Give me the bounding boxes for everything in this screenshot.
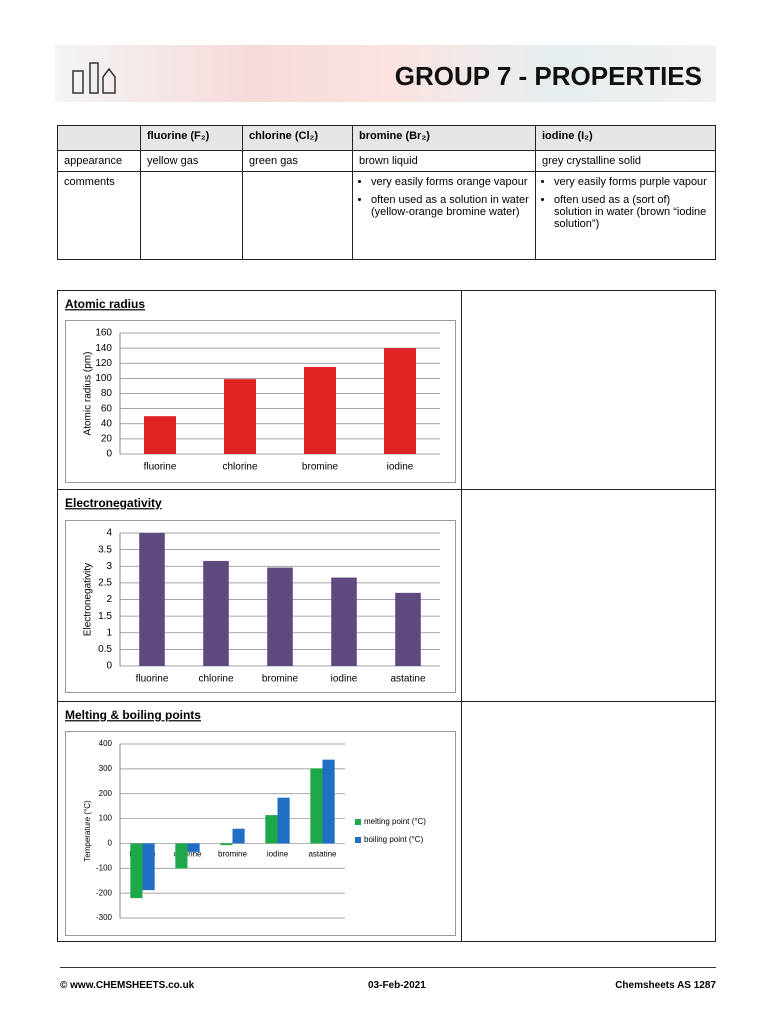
- bar: [384, 348, 416, 454]
- chart-title: Melting & boiling points: [65, 708, 201, 722]
- footer-center: 03-Feb-2021: [368, 980, 426, 991]
- chart-title: Electronegativity: [65, 496, 162, 510]
- bar: [304, 367, 336, 454]
- bar: [142, 843, 155, 891]
- bullet: very easily forms purple vapour: [554, 176, 709, 188]
- legend-swatch: [355, 837, 361, 843]
- y-tick-label: 200: [99, 789, 113, 798]
- y-tick-label: 1.5: [98, 611, 112, 622]
- column-header: bromine (Br₂): [352, 125, 536, 151]
- bar: [130, 843, 143, 899]
- x-tick-label: fluorine: [144, 462, 177, 473]
- chart-box: [65, 520, 456, 693]
- y-tick-label: 20: [101, 434, 113, 445]
- legend-label: boiling point (°C): [364, 835, 424, 844]
- bar: [395, 592, 421, 666]
- chart-box: [65, 320, 456, 483]
- x-tick-label: iodine: [387, 462, 414, 473]
- x-tick-label: bromine: [302, 462, 339, 473]
- cell: yellow gas: [140, 150, 243, 172]
- cell: brown liquid: [352, 150, 536, 172]
- y-tick-label: 40: [101, 418, 113, 429]
- bar: [224, 379, 256, 454]
- x-tick-label: bromine: [262, 674, 299, 685]
- y-tick-label: 160: [95, 328, 112, 339]
- y-tick-label: 0: [106, 449, 112, 460]
- cell: green gas: [242, 150, 353, 172]
- x-tick-label: chlorine: [198, 674, 233, 685]
- bar: [232, 828, 245, 844]
- x-tick-label: chlorine: [173, 850, 202, 859]
- properties-table: fluorine (F₂) chlorine (Cl₂) bromine (Br…: [57, 125, 716, 260]
- x-tick-label: fluorine: [136, 674, 169, 685]
- bullet: often used as a solution in water (yello…: [371, 194, 529, 218]
- y-tick-label: 100: [95, 373, 112, 384]
- footer-left: © www.CHEMSHEETS.co.uk: [60, 980, 195, 991]
- y-tick-label: 2: [106, 594, 112, 605]
- y-tick-label: -100: [96, 863, 113, 872]
- y-tick-label: 100: [99, 814, 113, 823]
- bar: [322, 759, 335, 844]
- x-tick-label: chlorine: [222, 462, 257, 473]
- chart-title: Atomic radius: [65, 297, 145, 311]
- y-tick-label: 2.5: [98, 578, 112, 589]
- y-tick-label: 4: [106, 528, 112, 539]
- y-tick-label: 0: [108, 839, 113, 848]
- bar: [187, 843, 200, 852]
- chart-box: [65, 731, 456, 936]
- chart-frame: [57, 290, 716, 942]
- y-tick-label: 0.5: [98, 644, 112, 655]
- x-tick-label: iodine: [267, 850, 289, 859]
- bar: [331, 577, 357, 666]
- y-tick-label: 3: [106, 561, 112, 572]
- y-tick-label: 120: [95, 358, 112, 369]
- y-axis-label: Electronegativity: [83, 563, 94, 636]
- bar: [175, 843, 188, 869]
- y-axis-label: Temperature (°C): [83, 800, 92, 862]
- bar: [265, 815, 278, 844]
- column-header: chlorine (Cl₂): [242, 125, 353, 151]
- y-tick-label: 3.5: [98, 544, 112, 555]
- y-tick-label: 1: [106, 627, 112, 638]
- bullet: often used as a (sort of) solution in wa…: [554, 194, 709, 230]
- page-title: GROUP 7 - PROPERTIES: [394, 61, 702, 91]
- glassware-icon: [72, 62, 116, 94]
- x-tick-label: iodine: [331, 674, 358, 685]
- bar: [203, 560, 229, 666]
- footer: © www.CHEMSHEETS.co.uk 03-Feb-2021 Chems…: [60, 967, 716, 991]
- y-tick-label: 60: [101, 403, 113, 414]
- y-tick-label: 140: [95, 343, 112, 354]
- header-band: GROUP 7 - PROPERTIES: [55, 45, 716, 102]
- bar: [277, 797, 290, 844]
- footer-right: Chemsheets AS 1287: [615, 980, 716, 991]
- y-axis-label: Atomic radius (pm): [83, 352, 94, 436]
- y-tick-label: 400: [99, 739, 113, 748]
- row-label: comments: [57, 171, 141, 260]
- bar: [139, 533, 165, 666]
- y-tick-label: 300: [99, 764, 113, 773]
- row-label: appearance: [57, 150, 141, 172]
- y-tick-label: -200: [96, 888, 113, 897]
- y-tick-label: -300: [96, 913, 113, 922]
- x-tick-label: bromine: [218, 850, 247, 859]
- x-tick-label: astatine: [390, 674, 425, 685]
- cell: grey crystalline solid: [535, 150, 716, 172]
- column-header: fluorine (F₂): [140, 125, 243, 151]
- bar: [310, 768, 323, 844]
- column-header: iodine (I₂): [535, 125, 716, 151]
- legend-label: melting point (°C): [364, 817, 426, 826]
- bar: [267, 567, 293, 666]
- x-tick-label: fluorine: [129, 850, 156, 859]
- y-tick-label: 0: [106, 661, 112, 672]
- y-tick-label: 80: [101, 388, 113, 399]
- legend-swatch: [355, 819, 361, 825]
- bar: [220, 843, 233, 846]
- bar: [144, 416, 176, 454]
- x-tick-label: astatine: [308, 850, 337, 859]
- bullet: very easily forms orange vapour: [371, 176, 529, 188]
